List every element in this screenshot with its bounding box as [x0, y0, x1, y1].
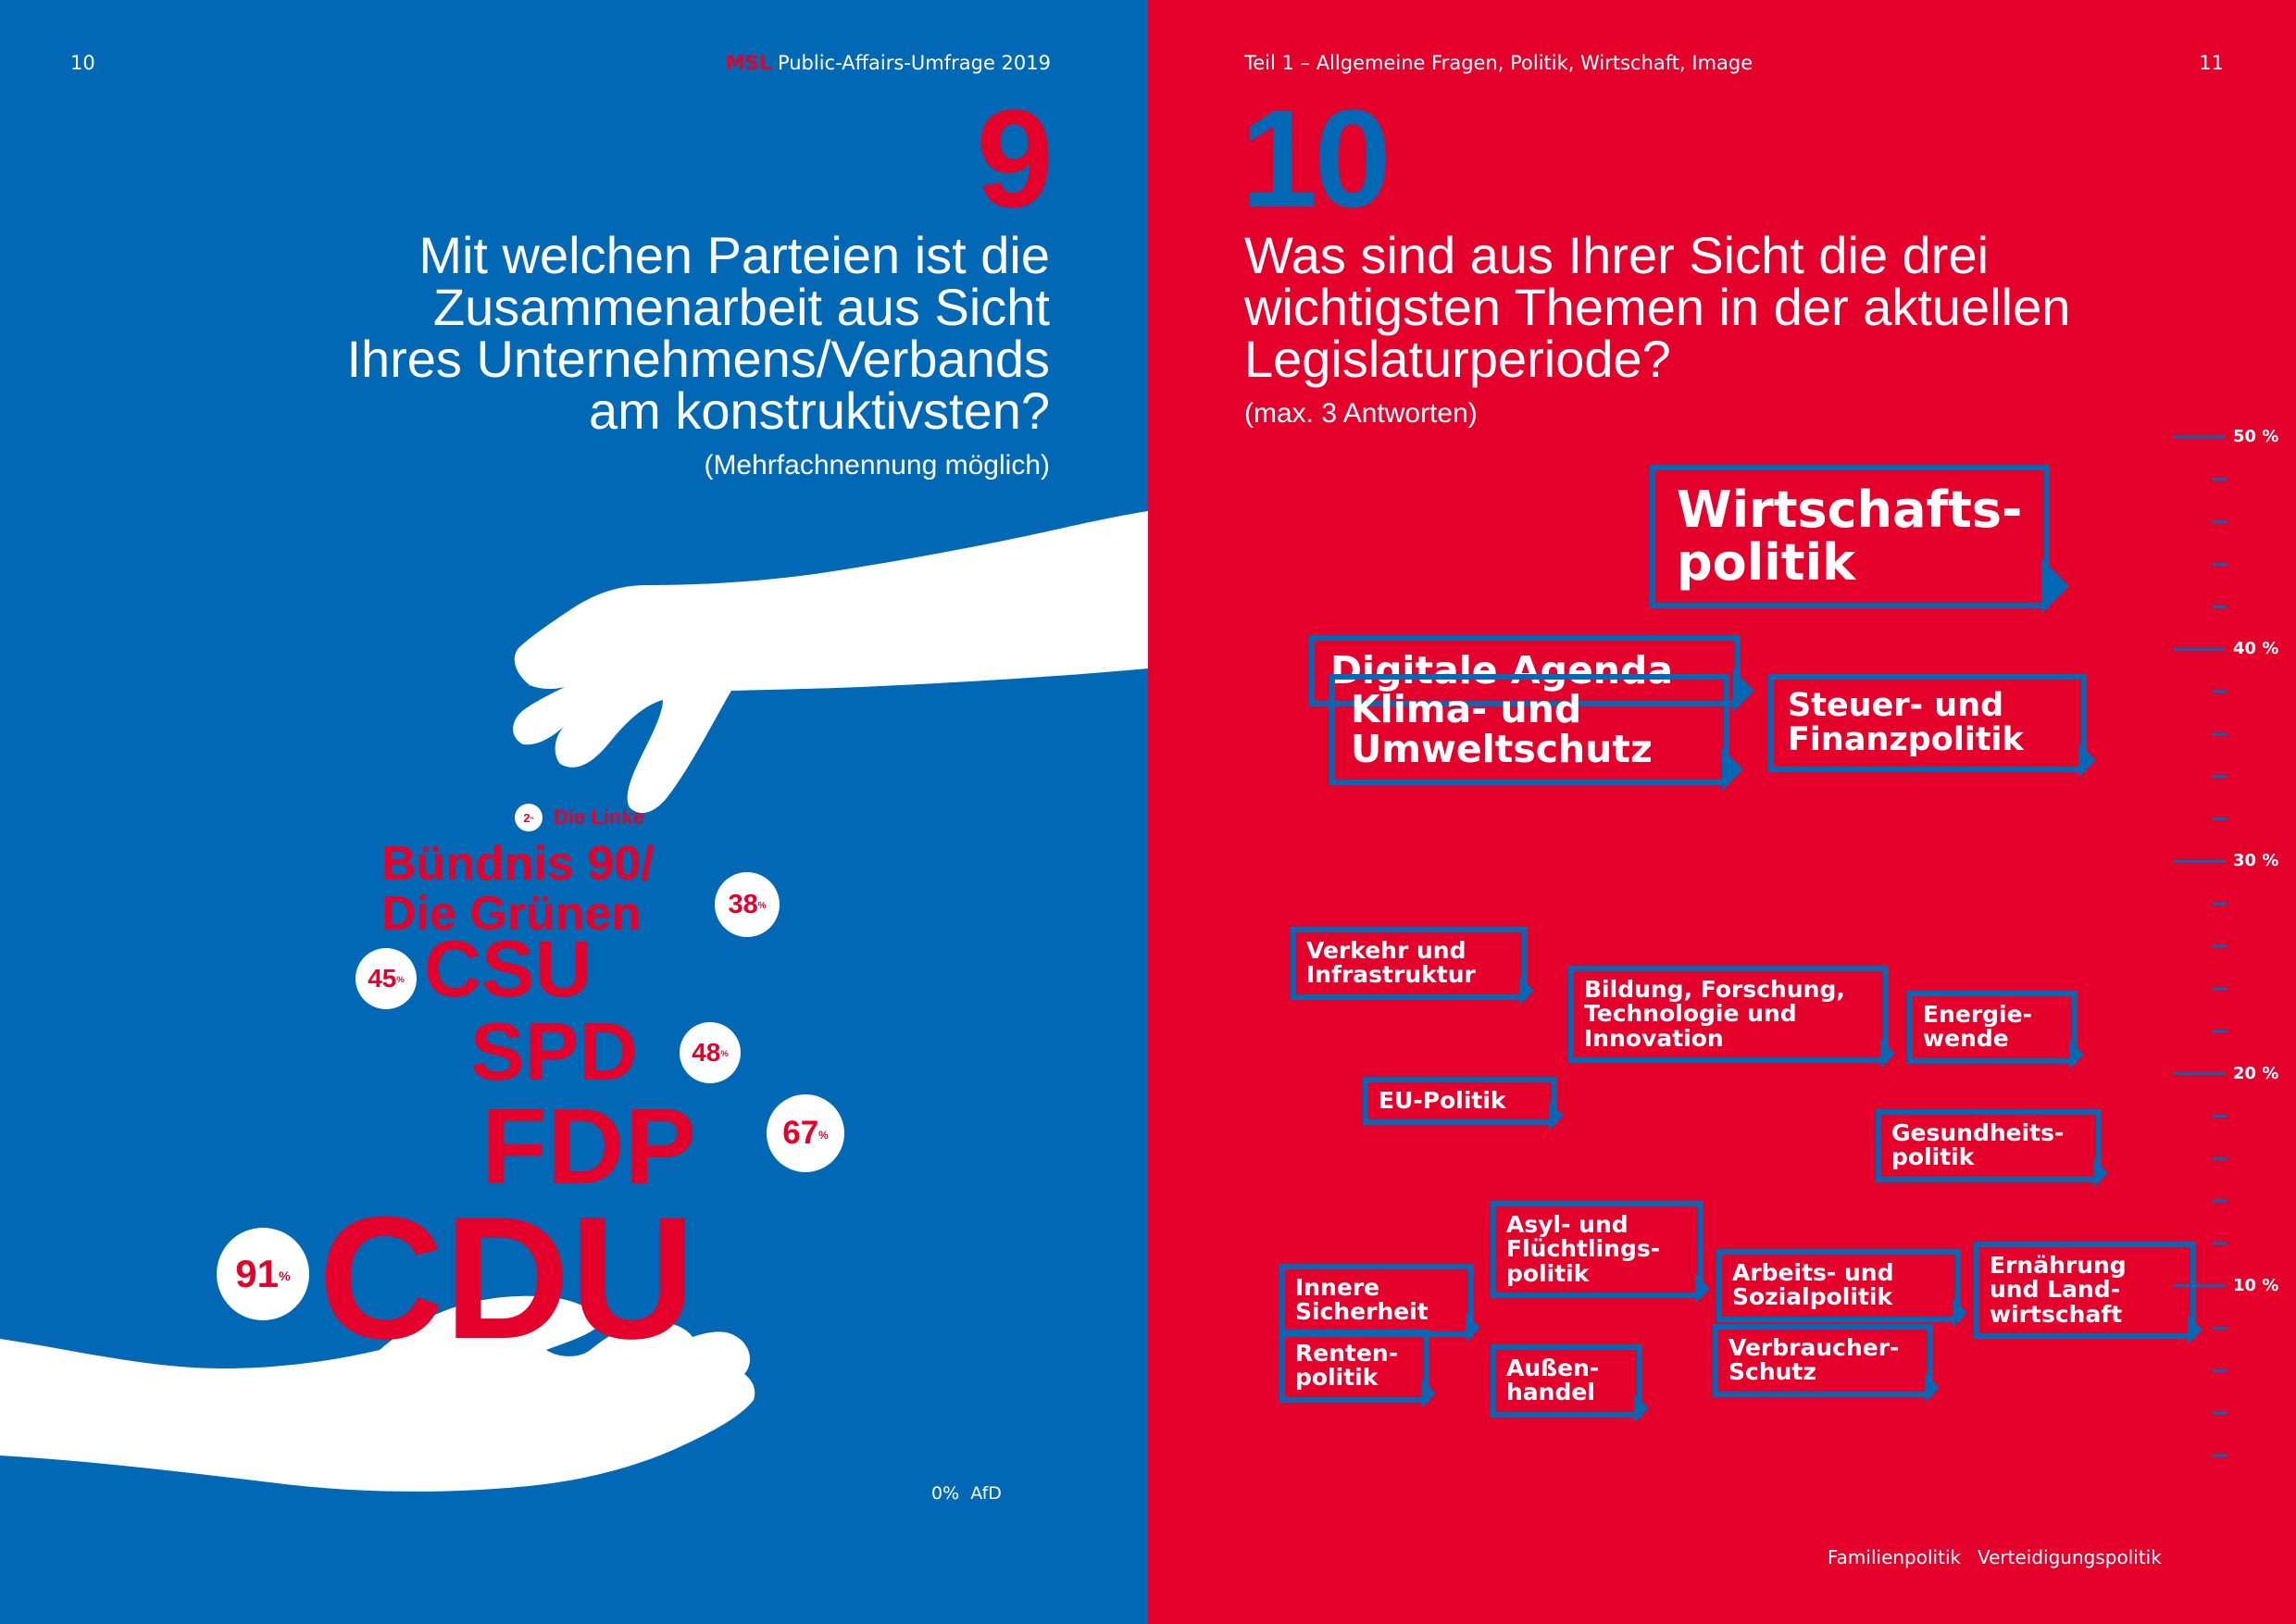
question-number-9: 9: [976, 81, 1054, 236]
topic-bubble-9: Asyl- und Flüchtlings- politik: [1491, 1201, 1710, 1304]
tick-label: 10 %: [2233, 1275, 2279, 1295]
party-value: 67: [782, 1115, 819, 1151]
question-10-note: (max. 3 Antworten): [1244, 398, 1478, 429]
topic-bubble-13: Renten- politik: [1279, 1330, 1436, 1408]
afd-label: 0% AfD: [931, 1483, 1002, 1504]
question-line: am konstruktivsten?: [589, 381, 1050, 440]
party-label-0: CDU: [318, 1181, 696, 1375]
section-header: Teil 1 – Allgemeine Fragen, Politik, Wir…: [1244, 52, 1753, 74]
party-label-2: SPD: [470, 1006, 638, 1097]
bubble-tail: [2041, 558, 2069, 614]
tick-label: 20 %: [2233, 1063, 2279, 1083]
topic-bubble-14: Verbraucher- Schutz: [1713, 1324, 1940, 1403]
percent-scale: [2174, 435, 2227, 1457]
left-page: 10 MSL Public-Affairs-Umfrage 2019 9 Mit…: [0, 0, 1148, 1624]
afd-percent: %: [942, 1483, 960, 1504]
bubble-tail: [1733, 669, 1754, 712]
tick-label: 50 %: [2233, 427, 2279, 446]
percent-sign: %: [757, 901, 767, 912]
question-9-text: Mit welchen Parteien ist die Zusammenarb…: [346, 230, 1050, 437]
bubble-tail: [1722, 748, 1743, 791]
topic-bubble-5: Bildung, Forschung, Technologie und Inno…: [1568, 966, 1895, 1068]
topic-bubble-7: EU-Politik: [1363, 1077, 1564, 1131]
topic-bubble-10: Innere Sicherheit: [1279, 1264, 1480, 1343]
topic-bubble-15: Außen- handel: [1491, 1344, 1649, 1423]
tick-label: 30 %: [2233, 851, 2279, 871]
question-line: Zusammenarbeit aus Sicht: [432, 278, 1050, 336]
bubble-tail: [1634, 1393, 1649, 1423]
question-line: Was sind aus Ihrer Sicht die drei: [1244, 226, 1990, 284]
bubble-tail: [2078, 743, 2096, 778]
bubble-tail: [1880, 1039, 1895, 1068]
afd-name: AfD: [970, 1483, 1002, 1504]
bubble-tail: [2069, 1040, 2084, 1069]
topic-bubble-6: Energie- wende: [1907, 991, 2084, 1069]
topic-bubble-4: Verkehr und Infrastruktur: [1291, 927, 1534, 1006]
bubble-tail: [1953, 1298, 1967, 1328]
topic-bubble-8: Gesundheits- politik: [1876, 1109, 2108, 1188]
upper-hand: [513, 511, 1148, 813]
bubble-tail: [1519, 976, 1534, 1006]
party-label-4: Bündnis 90/ Die Grünen: [381, 837, 655, 942]
party-value-badge-3: 45%: [356, 948, 417, 1009]
party-value-badge-0: 91%: [217, 1228, 309, 1320]
question-line: Legislaturperiode?: [1244, 330, 1671, 388]
percent-sign: %: [530, 816, 534, 821]
topic-bubble-1: Digitale Agenda: [1309, 635, 1754, 712]
tick-label: 40 %: [2233, 639, 2279, 659]
topic-bubble-2: Klima- und Umweltschutz: [1329, 674, 1743, 791]
percent-sign: %: [720, 1049, 729, 1060]
party-value-badge-1: 67%: [767, 1094, 844, 1172]
running-header-left: MSL Public-Affairs-Umfrage 2019: [726, 52, 1051, 74]
afd-value: 0: [931, 1483, 943, 1504]
question-line: Mit welchen Parteien ist die: [418, 226, 1050, 284]
question-9-note: (Mehrfachnennung möglich): [704, 450, 1050, 481]
party-label-3: CSU: [424, 925, 593, 1014]
right-page: Teil 1 – Allgemeine Fragen, Politik, Wir…: [1148, 0, 2296, 1624]
bubble-tail: [2188, 1315, 2202, 1344]
party-value: 45: [368, 964, 397, 993]
topic-bubble-12: Ernährung und Land- wirtschaft: [1974, 1242, 2202, 1344]
lower-hand: [0, 1295, 755, 1492]
question-line: Ihres Unternehmens/Verbands: [346, 330, 1050, 388]
topic-bubble-11: Arbeits- und Sozialpolitik: [1716, 1249, 1967, 1328]
bubble-tail: [1549, 1101, 1564, 1131]
bubble-tail: [1466, 1313, 1480, 1343]
question-line: wichtigsten Themen in der aktuellen: [1244, 278, 2071, 336]
question-10-text: Was sind aus Ihrer Sicht die drei wichti…: [1244, 230, 2070, 385]
page-number-left: 10: [70, 52, 95, 74]
party-value: 2: [523, 810, 530, 825]
party-value-badge-4: 38%: [715, 872, 780, 937]
percent-sign: %: [818, 1129, 829, 1143]
bubble-tail: [1925, 1373, 1940, 1403]
bubble-tail: [1695, 1274, 1710, 1304]
party-label-5: Die Linke: [554, 806, 644, 829]
percent-sign: %: [279, 1268, 291, 1284]
topic-bubble-0: Wirtschafts- politik: [1650, 465, 2069, 614]
page-number-right: 11: [2199, 52, 2224, 74]
zero-item: Verteidigungspolitik: [1978, 1546, 2162, 1568]
brand-logo: MSL: [725, 52, 772, 74]
percent-sign: %: [396, 975, 405, 986]
header-title: Public-Affairs-Umfrage 2019: [777, 52, 1051, 74]
party-value: 38: [728, 889, 758, 919]
topic-bubble-3: Steuer- und Finanzpolitik: [1768, 674, 2096, 778]
question-number-10: 10: [1241, 81, 1391, 236]
bubble-tail: [2093, 1158, 2108, 1188]
party-value-badge-5: 2%: [515, 804, 543, 831]
party-value-badge-2: 48%: [680, 1022, 741, 1083]
bubble-tail: [1421, 1379, 1436, 1408]
party-value: 91: [235, 1252, 280, 1295]
party-value: 48: [692, 1038, 721, 1067]
party-label-1: FDP: [481, 1086, 696, 1206]
zero-item: Familienpolitik: [1828, 1546, 1962, 1568]
hands-illustration: [0, 511, 1148, 1492]
